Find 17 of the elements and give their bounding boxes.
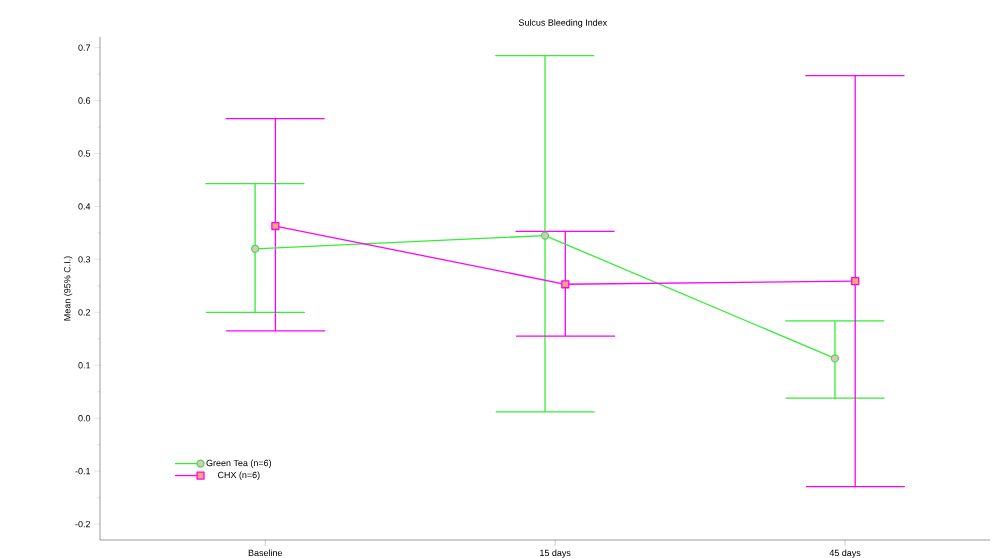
y-tick-label: -0.1 [75,467,91,475]
legend-label: CHX (n=6) [217,471,260,480]
x-tick-label: 45 days [829,549,861,558]
y-tick-label: 0.4 [78,203,91,210]
y-tick-label: 0.6 [78,97,91,104]
y-tick-label: -0.2 [75,520,91,528]
x-tick-label: Baseline [248,549,283,557]
y-axis-title: Mean (95% C.I.) [63,256,73,321]
y-tick-label: 0.1 [78,362,91,369]
y-tick-label: 0.5 [78,150,91,157]
y-tick-label: 0.2 [78,309,91,316]
chart-title: Sulcus Bleeding Index [518,19,608,28]
x-tick-label: 15 days [540,549,571,558]
legend-label: Green Tea (n=6) [206,459,272,468]
y-tick-label: 0.7 [78,44,91,51]
y-tick-label: 0.0 [78,415,91,422]
y-tick-label: 0.3 [78,256,91,263]
